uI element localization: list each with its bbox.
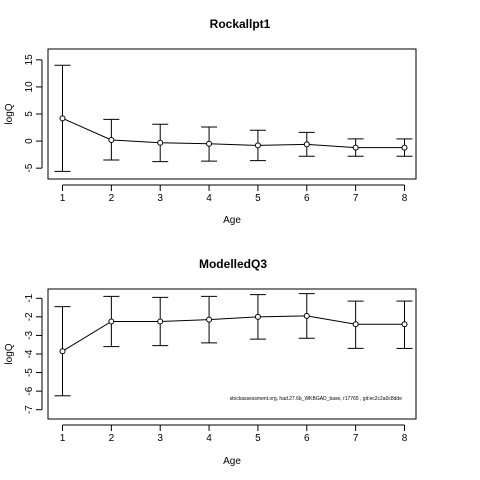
x-tick-label: 4 (206, 193, 212, 204)
y-tick-label: -4 (24, 349, 35, 358)
data-point (401, 144, 408, 151)
data-point (108, 137, 115, 143)
y-tick-label: -3 (24, 331, 35, 340)
footnote: stockassessment.org, had.27.6b_WKBGAD_ba… (230, 396, 403, 402)
y-tick-label: 10 (24, 81, 35, 93)
data-point (352, 144, 359, 151)
x-axis: 1 2 3 4 5 6 7 8 (60, 424, 408, 444)
x-tick-label: 3 (157, 433, 163, 444)
series-line (62, 117, 405, 149)
x-axis-label: Age (223, 456, 241, 467)
plot-frame (47, 288, 417, 420)
x-tick-label: 2 (109, 193, 115, 204)
y-tick-label: -5 (24, 368, 35, 377)
data-point (303, 141, 310, 148)
y-tick-label: -6 (24, 386, 35, 395)
data-point (401, 321, 408, 328)
x-axis-label: Age (223, 215, 241, 226)
y-tick-label: 5 (24, 111, 35, 117)
x-tick-label: 6 (304, 433, 310, 444)
chart-title: Rockallpt1 (210, 17, 271, 31)
x-tick-label: 3 (157, 193, 163, 204)
data-point (352, 321, 359, 328)
data-point (206, 316, 213, 323)
y-axis: -7 -6 -5 -4 -3 -2 -1 (24, 293, 43, 414)
data-point (157, 139, 164, 146)
y-axis-label: logQ (4, 103, 15, 124)
data-point (157, 318, 164, 325)
y-tick-label: -2 (24, 312, 35, 321)
x-tick-label: 5 (255, 193, 261, 204)
x-tick-label: 1 (60, 193, 66, 204)
y-tick-label: -1 (24, 293, 35, 302)
y-tick-label: -5 (24, 163, 35, 172)
data-point (254, 313, 261, 320)
x-tick-label: 2 (109, 433, 115, 444)
x-tick-label: 8 (402, 433, 408, 444)
plot-area (54, 64, 413, 172)
x-tick-label: 1 (60, 433, 66, 444)
data-point (254, 142, 261, 149)
data-point (59, 115, 66, 122)
x-tick-label: 4 (206, 433, 212, 444)
y-tick-label: 15 (24, 54, 35, 66)
y-tick-label: -7 (24, 405, 35, 414)
plot-area (54, 293, 413, 397)
y-axis-label: logQ (4, 343, 15, 364)
y-tick-label: 0 (24, 138, 35, 144)
x-tick-label: 5 (255, 433, 261, 444)
x-tick-label: 7 (353, 433, 359, 444)
panel-rockallpt1: Rockallpt1 1 2 3 4 5 6 7 8 -5 0 5 10 15 Age logQ (4, 17, 417, 226)
chart-title: ModelledQ3 (199, 257, 267, 271)
data-point (59, 348, 66, 355)
data-point (206, 140, 213, 147)
data-point (303, 312, 310, 319)
panel-modelledq3: ModelledQ3 1 2 3 4 5 6 7 8 -7 -6 -5 -4 -3 -2 -1 Age l… (4, 257, 417, 467)
plot-frame (47, 48, 417, 180)
data-point (108, 318, 115, 325)
series-line (62, 315, 405, 352)
x-tick-label: 7 (353, 193, 359, 204)
x-tick-label: 8 (402, 193, 408, 204)
y-axis: -5 0 5 10 15 (24, 54, 43, 173)
x-axis: 1 2 3 4 5 6 7 8 (60, 184, 408, 204)
x-tick-label: 6 (304, 193, 310, 204)
